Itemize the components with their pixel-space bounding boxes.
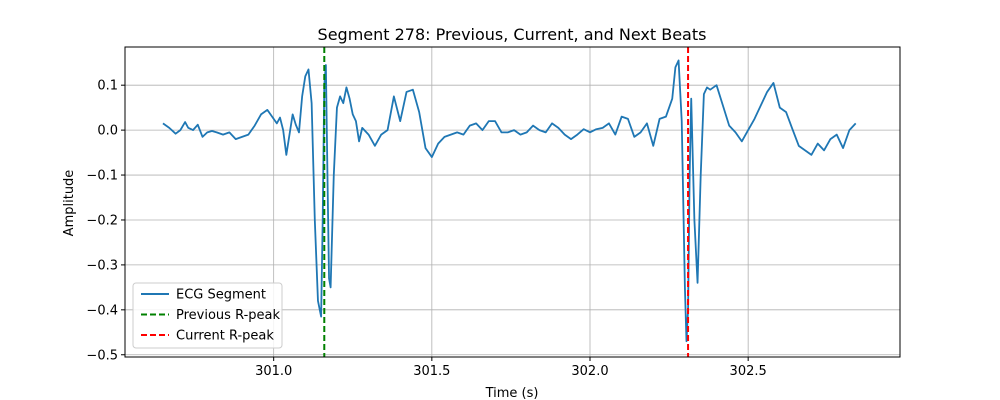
x-tick-label: 301.0 bbox=[255, 364, 292, 379]
legend-box bbox=[132, 282, 283, 349]
ecg-segment-line bbox=[162, 59, 857, 343]
y-tick-label: 0.0 bbox=[97, 124, 118, 139]
legend-label: Current R-peak bbox=[176, 329, 274, 344]
y-tick-label: −0.5 bbox=[86, 348, 118, 363]
plot-frame bbox=[124, 46, 901, 358]
x-tick-label: 302.0 bbox=[571, 364, 608, 379]
y-tick-label: −0.1 bbox=[86, 169, 118, 184]
y-tick-label: −0.4 bbox=[86, 303, 118, 318]
axis-ticks: 301.0 301.5 302.0 302.5 −0.5 −0.4 −0.3 −0.2 −0.1… bbox=[86, 79, 766, 379]
chart-title: Segment 278: Previous, Current, and Next… bbox=[318, 25, 707, 44]
x-tick-label: 302.5 bbox=[730, 364, 767, 379]
plot-series bbox=[162, 47, 857, 357]
y-tick-label: −0.3 bbox=[86, 258, 118, 273]
x-tick-label: 301.5 bbox=[413, 364, 450, 379]
legend-label: Previous R-peak bbox=[176, 308, 280, 323]
y-axis-label: Amplitude bbox=[62, 170, 77, 237]
legend-label: ECG Segment bbox=[176, 288, 266, 303]
x-axis-label: Time (s) bbox=[485, 386, 539, 400]
y-tick-label: −0.2 bbox=[86, 213, 118, 228]
legend: ECG Segment Previous R-peak Current R-peak bbox=[132, 282, 283, 349]
y-tick-label: 0.1 bbox=[97, 79, 118, 94]
